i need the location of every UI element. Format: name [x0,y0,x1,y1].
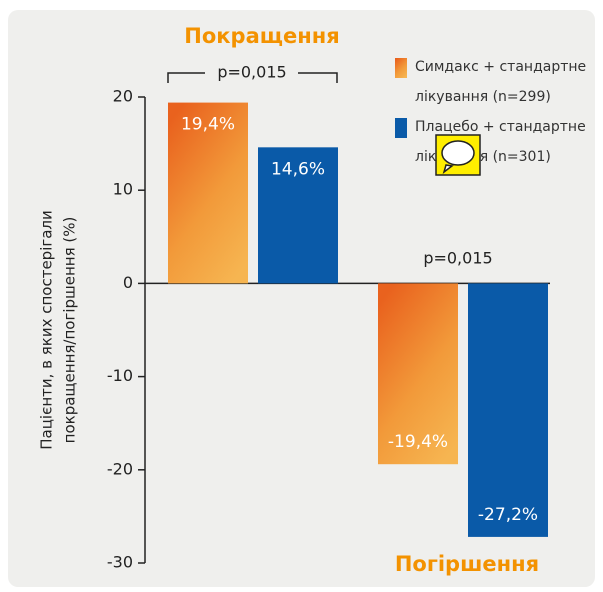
y-tick-label: 0 [123,273,133,292]
bar [468,283,548,537]
category-label: Покращення [184,24,339,48]
annotation: p=0,015 [423,249,492,268]
legend-label: Плацебо + стандартне лікування (n=301) [415,119,586,165]
category-label: Погіршення [395,552,539,576]
legend-swatch [395,118,407,138]
bar [378,283,458,465]
annotation: p=0,015 [217,63,286,82]
y-tick-label: -30 [107,553,133,572]
y-tick-label: 10 [113,180,133,199]
value-label: 14,6% [271,159,325,179]
legend-swatch [395,58,407,78]
y-axis-label: Пацієнти, в яких спостерігали [38,210,56,450]
y-tick-label: -10 [107,366,133,385]
bar [258,147,338,284]
value-label: -27,2% [478,505,538,525]
value-label: -19,4% [388,432,448,452]
value-label: 19,4% [181,115,235,135]
bar [168,102,248,284]
y-axis-label: покращення/погіршення (%) [61,217,79,444]
legend-label: Симдакс + стандартне лікування (n=299) [415,59,587,105]
y-tick-label: 20 [113,87,133,106]
y-tick-label: -20 [107,459,133,478]
bracket [167,72,338,83]
